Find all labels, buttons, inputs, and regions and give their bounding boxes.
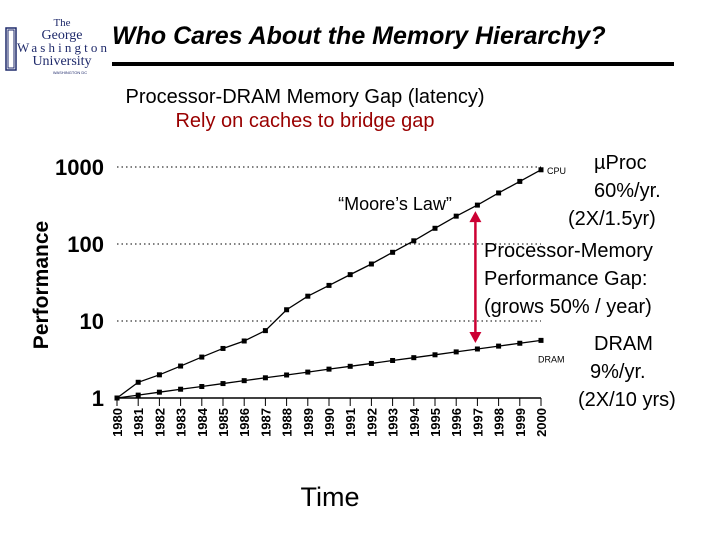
cpu-annotation-line-1: µProc — [594, 152, 647, 174]
data-point-dram — [220, 381, 226, 387]
cpu-annotation-line-2: 60%/yr. — [594, 180, 661, 202]
x-tick-label: 1987 — [258, 408, 273, 437]
data-point-cpu — [432, 225, 438, 231]
data-point-dram — [411, 355, 417, 361]
data-point-dram — [496, 343, 502, 349]
data-point-dram — [241, 378, 247, 384]
x-tick-label: 1994 — [407, 407, 422, 437]
x-tick-label: 2000 — [534, 408, 549, 437]
data-point-cpu — [135, 379, 141, 385]
data-point-dram — [262, 375, 268, 381]
gap-annotation-line-3: (grows 50% / year) — [484, 296, 652, 318]
x-tick-label: 1988 — [280, 408, 295, 437]
x-tick-label: 1989 — [301, 408, 316, 437]
data-point-dram — [284, 372, 290, 378]
gap-arrow-head-top — [469, 211, 482, 223]
data-point-dram — [114, 395, 120, 401]
gap-arrow-head-bottom — [469, 331, 482, 343]
x-tick-label: 1980 — [110, 408, 125, 437]
y-tick-label: 10 — [80, 309, 104, 334]
x-tick-label: 1991 — [343, 408, 358, 437]
dram-annotation-line-1: DRAM — [594, 333, 653, 355]
cpu-annotation-line-3: (2X/1.5yr) — [568, 208, 656, 230]
x-tick-label: 1990 — [322, 408, 337, 437]
gap-annotation-line-2: Performance Gap: — [484, 268, 648, 290]
logo-line-george: George — [42, 28, 83, 43]
data-point-cpu — [262, 328, 268, 334]
slide-title: Who Cares About the Memory Hierarchy? — [112, 22, 606, 50]
data-point-cpu — [199, 354, 205, 360]
data-point-dram — [347, 363, 353, 369]
data-point-cpu — [326, 282, 332, 288]
gap-annotation-line-1: Processor-Memory — [484, 240, 653, 262]
series-label-cpu: CPU — [547, 166, 566, 176]
x-tick-label: 1983 — [174, 408, 189, 437]
data-point-dram — [326, 366, 332, 372]
data-point-cpu — [474, 202, 480, 208]
data-point-dram — [178, 386, 184, 392]
y-tick-label: 1 — [92, 386, 104, 411]
data-point-cpu — [496, 190, 502, 196]
logo-line-university: University — [32, 54, 91, 69]
x-tick-label: 1999 — [513, 408, 528, 437]
data-point-cpu — [178, 363, 184, 369]
x-tick-label: 1992 — [364, 408, 379, 437]
data-point-dram — [517, 340, 523, 346]
data-point-dram — [474, 346, 480, 352]
x-tick-label: 1985 — [216, 408, 231, 437]
data-point-cpu — [305, 293, 311, 299]
x-tick-label: 1984 — [195, 407, 210, 437]
y-tick-label: 1000 — [55, 155, 104, 180]
x-axis-title: Time — [301, 482, 360, 512]
data-point-dram — [432, 352, 438, 358]
x-tick-label: 1995 — [428, 408, 443, 437]
x-tick-label: 1993 — [386, 408, 401, 437]
y-tick-label: 100 — [67, 232, 104, 257]
chart-subtitle-2: Rely on caches to bridge gap — [175, 110, 435, 132]
x-tick-label: 1997 — [470, 408, 485, 437]
data-point-cpu — [284, 307, 290, 313]
data-point-dram — [538, 337, 544, 343]
x-tick-label: 1996 — [449, 408, 464, 437]
data-point-cpu — [517, 178, 523, 184]
university-logo: The George Washington University WASHING… — [5, 17, 108, 75]
title-rule — [112, 62, 674, 66]
data-point-cpu — [411, 238, 417, 244]
data-point-dram — [305, 369, 311, 375]
data-point-cpu — [453, 213, 459, 219]
data-point-cpu — [538, 167, 544, 173]
data-point-cpu — [347, 272, 353, 278]
data-point-dram — [453, 349, 459, 355]
data-point-cpu — [220, 345, 226, 351]
moores-law-label: “Moore’s Law” — [338, 194, 452, 214]
data-point-dram — [390, 357, 396, 363]
x-tick-label: 1998 — [492, 408, 507, 437]
data-point-dram — [135, 392, 141, 398]
chart-subtitle: Processor-DRAM Memory Gap (latency) — [125, 86, 485, 108]
x-tick-label: 1986 — [237, 408, 252, 437]
data-point-cpu — [390, 249, 396, 255]
dram-annotation-line-3: (2X/10 yrs) — [578, 389, 676, 411]
data-point-dram — [199, 384, 205, 390]
data-point-dram — [368, 360, 374, 366]
data-point-cpu — [368, 261, 374, 267]
logo-line-the: The — [53, 17, 70, 29]
x-tick-label: 1981 — [131, 408, 146, 437]
dram-annotation-line-2: 9%/yr. — [590, 361, 646, 383]
y-axis-title: Performance — [30, 221, 53, 349]
data-point-cpu — [241, 338, 247, 344]
series-label-dram: DRAM — [538, 354, 565, 364]
x-tick-label: 1982 — [152, 408, 167, 437]
data-point-cpu — [156, 372, 162, 378]
logo-line-washington-dc: WASHINGTON DC — [53, 70, 87, 75]
data-point-dram — [156, 389, 162, 395]
